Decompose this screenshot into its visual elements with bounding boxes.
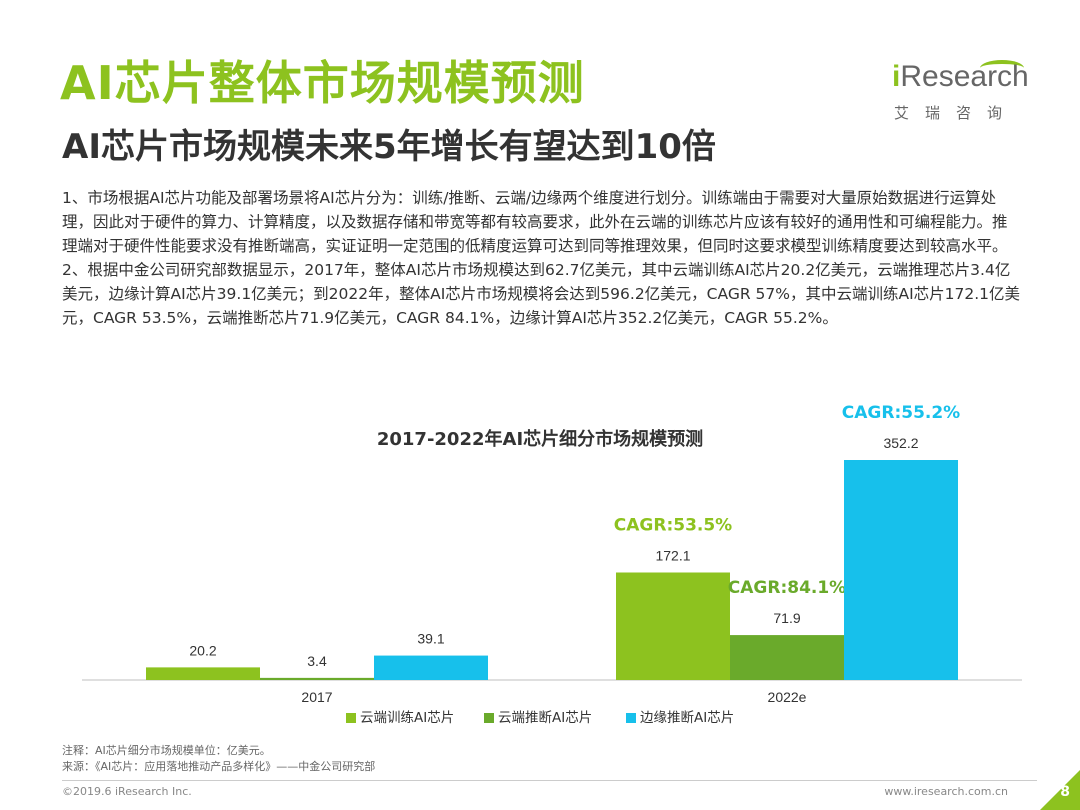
data-label: 352.2 [883, 435, 918, 451]
unit-note: 注释：AI芯片细分市场规模单位：亿美元。 [62, 744, 271, 757]
logo-wordmark: iResearch [892, 60, 1029, 93]
data-label: 172.1 [655, 547, 690, 563]
bar-2022e-2 [844, 460, 958, 680]
logo-swoosh-icon [980, 60, 1024, 76]
page-title: AI芯片整体市场规模预测 [60, 56, 585, 110]
cagr-label: CAGR:55.2% [842, 403, 960, 423]
body-paragraph-1: 1、市场根据AI芯片功能及部署场景将AI芯片分为：训练/推断、云端/边缘两个维度… [62, 189, 1008, 255]
body-text: 1、市场根据AI芯片功能及部署场景将AI芯片分为：训练/推断、云端/边缘两个维度… [62, 186, 1022, 330]
logo-chinese-name: 艾瑞咨询 [894, 104, 1019, 122]
source-note: 来源：《AI芯片：应用落地推动产品多样化》——中金公司研究部 [62, 760, 376, 773]
legend-label: 边缘推断AI芯片 [640, 710, 734, 726]
footer-divider [62, 780, 1037, 781]
data-label: 71.9 [773, 610, 800, 626]
legend-label: 云端推断AI芯片 [498, 710, 592, 726]
page-subtitle: AI芯片市场规模未来5年增长有望达到10倍 [62, 127, 716, 167]
cagr-label: CAGR:84.1% [728, 578, 846, 598]
bar-2022e-0 [616, 572, 730, 680]
legend-label: 云端训练AI芯片 [360, 710, 454, 726]
legend-swatch [626, 713, 636, 723]
bar-2017-2 [374, 655, 488, 680]
website-link[interactable]: www.iresearch.com.cn [884, 785, 1008, 798]
page-number: 8 [1060, 784, 1070, 800]
body-paragraph-2: 2、根据中金公司研究部数据显示，2017年，整体AI芯片市场规模达到62.7亿美… [62, 261, 1021, 327]
copyright-text: ©2019.6 iResearch Inc. [62, 785, 192, 798]
legend-swatch [346, 713, 356, 723]
bar-2017-1 [260, 677, 374, 680]
data-label: 3.4 [307, 653, 327, 669]
bar-2022e-1 [730, 635, 844, 680]
page-corner-decoration [1040, 770, 1080, 810]
iresearch-logo: iResearch 艾瑞咨询 [888, 60, 1029, 128]
bar-chart: 20.2 3.4 39.1 2017 172.1 CAGR:53.5% 71.9 CAGR:8… [82, 403, 1022, 726]
bar-2017-0 [146, 667, 260, 680]
x-tick-label: 2022e [768, 689, 807, 705]
data-label: 20.2 [189, 642, 216, 658]
cagr-label: CAGR:53.5% [614, 515, 732, 535]
x-tick-label: 2017 [301, 689, 332, 705]
data-label: 39.1 [417, 631, 444, 647]
legend-swatch [484, 713, 494, 723]
chart-notes: 注释：AI芯片细分市场规模单位：亿美元。 来源：《AI芯片：应用落地推动产品多样… [62, 743, 375, 775]
chart-title: 2017-2022年AI芯片细分市场规模预测 [376, 429, 704, 450]
